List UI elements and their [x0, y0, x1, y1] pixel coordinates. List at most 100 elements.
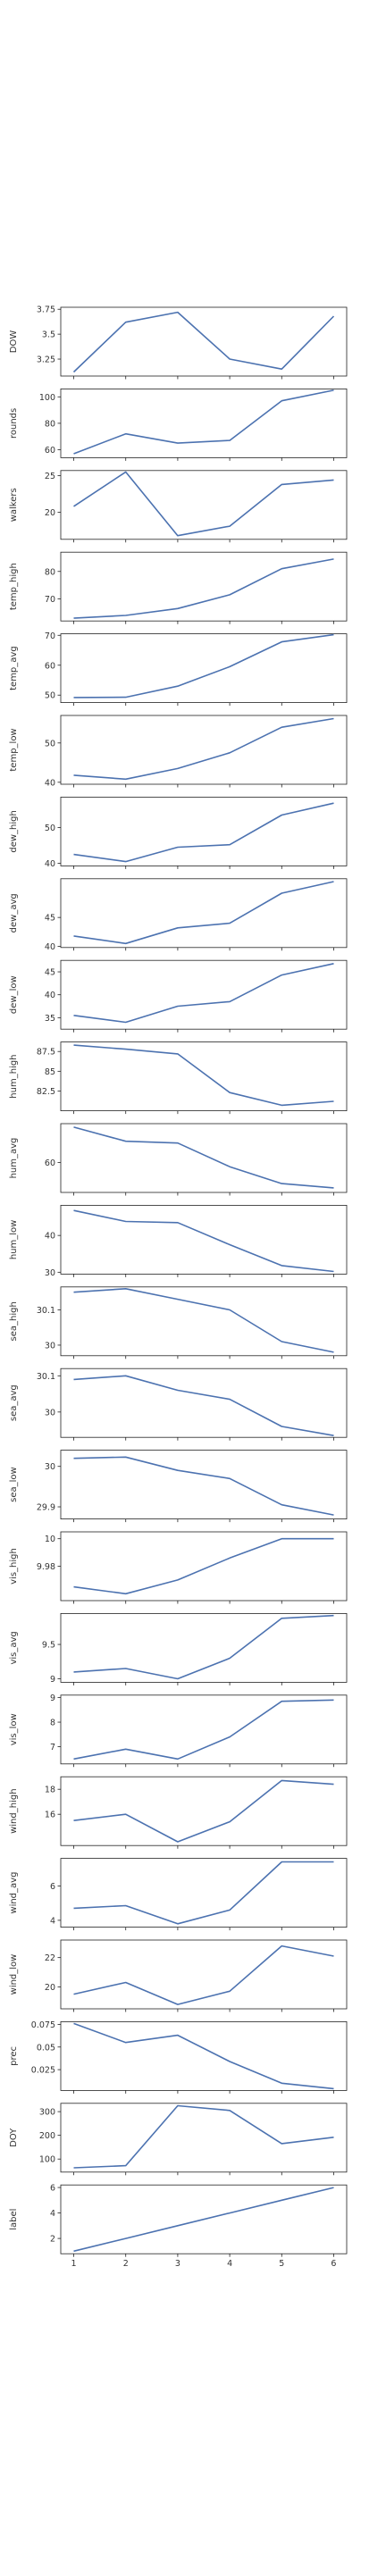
y-axis-label: DOW — [9, 330, 19, 354]
subplot-DOW: 3.25 3.5 3.75 DOW — [9, 305, 348, 380]
y-axis-label: vis_high — [9, 1548, 19, 1585]
y-tick-label: 85 — [45, 1067, 55, 1077]
axes-frame — [60, 878, 348, 949]
series-line-sea_low — [73, 1456, 334, 1516]
y-tick-label: 45 — [45, 914, 55, 924]
y-axis-label: hum_low — [9, 1220, 19, 1260]
y-tick-label: 70 — [45, 595, 55, 605]
y-tick-label: 200 — [39, 2131, 55, 2141]
series-line-dew_high — [73, 802, 334, 863]
series-line-temp_avg — [73, 633, 334, 698]
y-tick-label: 29.9 — [37, 1503, 55, 1513]
subplot-vis_avg: 9 9.5 vis_avg — [9, 1613, 348, 1685]
series-line-prec — [73, 2022, 334, 2090]
y-tick-label: 40 — [45, 991, 55, 1000]
subplot-wind_high: 16 18 wind_high — [9, 1776, 348, 1849]
y-axis-label: rounds — [9, 408, 19, 439]
y-axis-label: label — [9, 2209, 19, 2230]
y-tick-label: 80 — [45, 567, 55, 577]
y-axis-label: dew_high — [9, 810, 19, 852]
y-tick-label: 60 — [45, 661, 55, 671]
axes-frame — [60, 1776, 348, 1846]
y-tick-label: 25 — [45, 472, 55, 481]
subplot-rounds: 60 80 100 rounds — [9, 388, 348, 461]
subplot-vis_low: 7 8 9 vis_low — [9, 1694, 348, 1768]
y-tick-label: 4 — [50, 1916, 55, 1926]
axes-frame — [60, 1858, 348, 1928]
subplot-label: 2 4 6 1 2 3 4 5 6 label — [9, 2184, 348, 2269]
y-tick-label: 4 — [50, 2209, 55, 2219]
axes-frame — [60, 306, 348, 377]
y-tick-label: 3.75 — [37, 305, 55, 315]
y-tick-label: 7 — [50, 1743, 55, 1752]
subplot-temp_avg: 50 60 70 temp_avg — [9, 631, 348, 707]
axes-frame — [60, 1041, 348, 1111]
y-axis-label: temp_low — [9, 728, 19, 771]
y-tick-label: 30.1 — [37, 1372, 55, 1382]
y-tick-label: 22 — [45, 1953, 55, 1963]
axes-frame — [60, 551, 348, 622]
y-axis-label: vis_low — [9, 1713, 19, 1745]
y-tick-label: 30 — [45, 1341, 55, 1351]
y-tick-label: 16 — [45, 1811, 55, 1820]
series-line-wind_low — [73, 1945, 334, 2005]
series-line-temp_high — [73, 558, 334, 619]
y-axis-label: hum_high — [9, 1054, 19, 1098]
y-tick-label: 45 — [45, 968, 55, 978]
y-axis-label: dew_avg — [9, 893, 19, 933]
axes-frame — [60, 1123, 348, 1193]
y-tick-label: 0.075 — [31, 2020, 55, 2030]
y-axis-label: sea_avg — [9, 1384, 19, 1421]
series-line-temp_low — [73, 717, 334, 781]
axes-frame — [60, 797, 348, 866]
y-tick-label: 9 — [50, 1675, 55, 1685]
y-tick-label: 80 — [45, 419, 55, 429]
subplot-walkers: 20 25 walkers — [9, 470, 348, 543]
y-tick-label: 6 — [50, 2184, 55, 2194]
axes-frame — [60, 470, 348, 540]
y-tick-label: 9 — [50, 1694, 55, 1703]
y-axis-label: sea_high — [9, 1301, 19, 1341]
y-axis-label: wind_high — [9, 1788, 19, 1833]
subplot-DOY: 100 200 300 DOY — [9, 2103, 348, 2176]
y-tick-label: 40 — [45, 1232, 55, 1242]
y-axis-label: sea_low — [9, 1467, 19, 1502]
series-line-vis_avg — [73, 1614, 334, 1680]
y-tick-label: 50 — [45, 691, 55, 701]
y-axis-label: dew_low — [9, 975, 19, 1014]
subplot-dew_high: 40 50 dew_high — [9, 797, 348, 869]
axes-frame — [60, 715, 348, 785]
y-axis-label: wind_low — [9, 1954, 19, 1995]
y-tick-label: 0.05 — [37, 2043, 55, 2053]
axes-frame — [60, 1939, 348, 2010]
series-line-rounds — [73, 389, 334, 455]
subplot-temp_low: 40 50 temp_low — [9, 715, 348, 788]
y-tick-label: 300 — [39, 2108, 55, 2118]
axes-frame — [60, 1367, 348, 1438]
axes-frame — [60, 388, 348, 458]
y-tick-label: 9.98 — [37, 1562, 55, 1572]
axes-frame — [60, 2020, 348, 2091]
y-tick-label: 30 — [45, 1268, 55, 1278]
axes-frame — [60, 1613, 348, 1683]
x-tick-label: 2 — [123, 2259, 129, 2269]
subplot-vis_high: 9.98 10 vis_high — [9, 1531, 348, 1604]
subplot-wind_low: 20 22 wind_low — [9, 1939, 348, 2012]
y-axis-label: walkers — [9, 488, 19, 522]
series-line-DOW — [72, 311, 335, 373]
subplot-hum_low: 30 40 hum_low — [9, 1205, 348, 1278]
y-axis-label: prec — [9, 2046, 19, 2066]
x-tick-label: 1 — [71, 2259, 77, 2269]
axes-frame — [60, 1205, 348, 1275]
y-tick-label: 30.1 — [37, 1306, 55, 1316]
series-line-walkers — [73, 471, 334, 537]
series-line-hum_high — [73, 1044, 334, 1107]
axes-frame — [60, 633, 348, 703]
y-tick-label: 9.5 — [42, 1641, 55, 1651]
y-tick-label: 100 — [39, 393, 55, 403]
series-line-vis_high — [73, 1537, 334, 1595]
y-tick-label: 35 — [45, 1014, 55, 1024]
axes-frame — [60, 1286, 348, 1357]
series-line-sea_avg — [73, 1375, 334, 1436]
y-tick-label: 40 — [45, 778, 55, 788]
